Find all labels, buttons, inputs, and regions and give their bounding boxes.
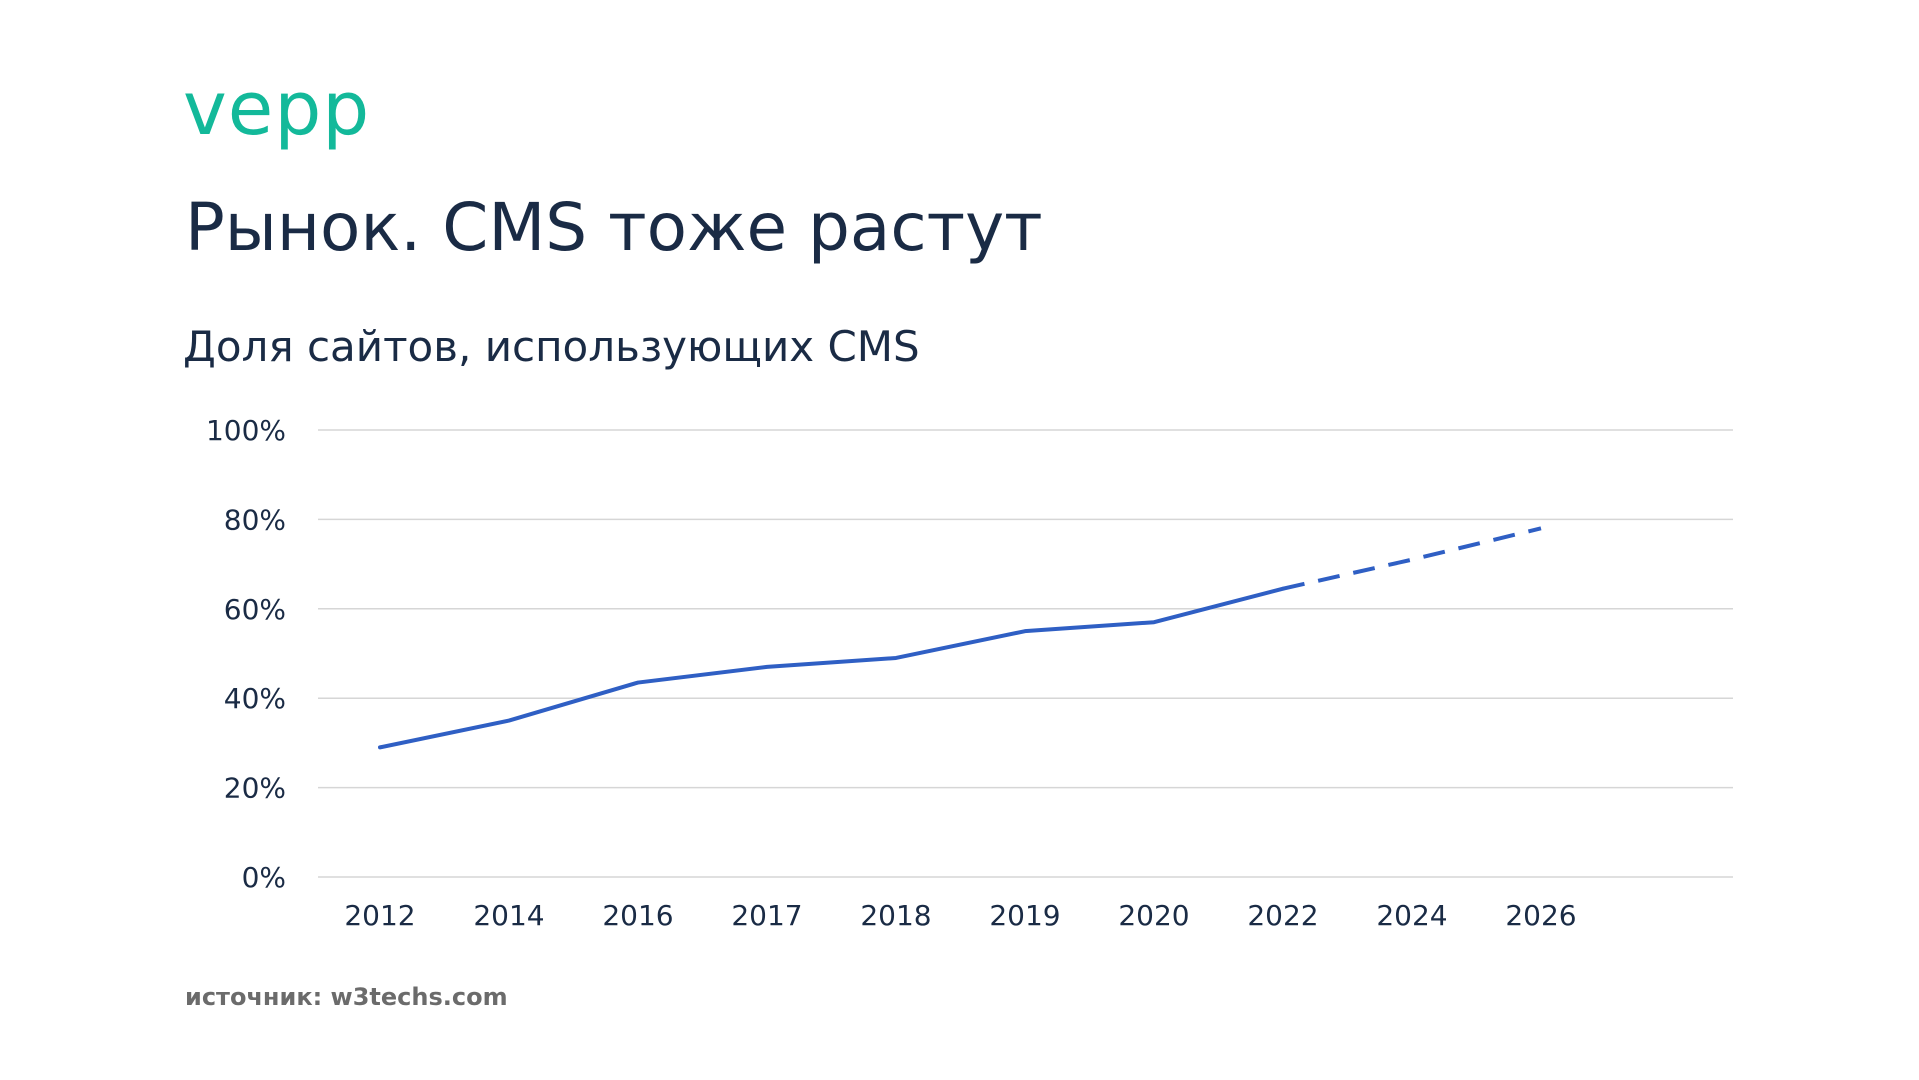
vepp-logo: vepp <box>183 66 371 152</box>
x-tick-label: 2019 <box>989 899 1060 932</box>
x-tick-label: 2014 <box>473 899 544 932</box>
grid-lines <box>318 429 1733 878</box>
x-tick-label: 2012 <box>344 899 415 932</box>
chart-title: Доля сайтов, использующих CMS <box>183 322 920 371</box>
x-tick-label: 2017 <box>731 899 802 932</box>
x-axis-tick-labels: 2012 2014 2016 2017 2018 2019 2020 2022 2024 2026 <box>344 899 1576 932</box>
x-tick-label: 2016 <box>602 899 673 932</box>
series-lines <box>378 526 1542 750</box>
y-tick-label: 100% <box>206 414 286 447</box>
x-tick-label: 2026 <box>1505 899 1576 932</box>
y-tick-label: 20% <box>224 772 286 805</box>
x-tick-label: 2022 <box>1247 899 1318 932</box>
page-title: Рынок. CMS тоже растут <box>185 189 1043 266</box>
y-tick-label: 60% <box>224 593 286 626</box>
source-note: источник: w3techs.com <box>185 983 508 1011</box>
y-axis-tick-labels: 0% 20% 40% 60% 80% 100% <box>206 414 286 894</box>
x-tick-label: 2018 <box>860 899 931 932</box>
series-line-forecast <box>1282 526 1542 591</box>
x-tick-label: 2020 <box>1118 899 1189 932</box>
x-tick-label: 2024 <box>1376 899 1447 932</box>
y-tick-label: 0% <box>242 861 286 894</box>
line-chart: 0%20%40%60%80%100% 2012 2014 2016 2017 2018 2… <box>206 414 1733 932</box>
series-line-actual <box>378 586 1285 750</box>
y-tick-label: 80% <box>224 503 286 536</box>
y-tick-label: 40% <box>224 682 286 715</box>
